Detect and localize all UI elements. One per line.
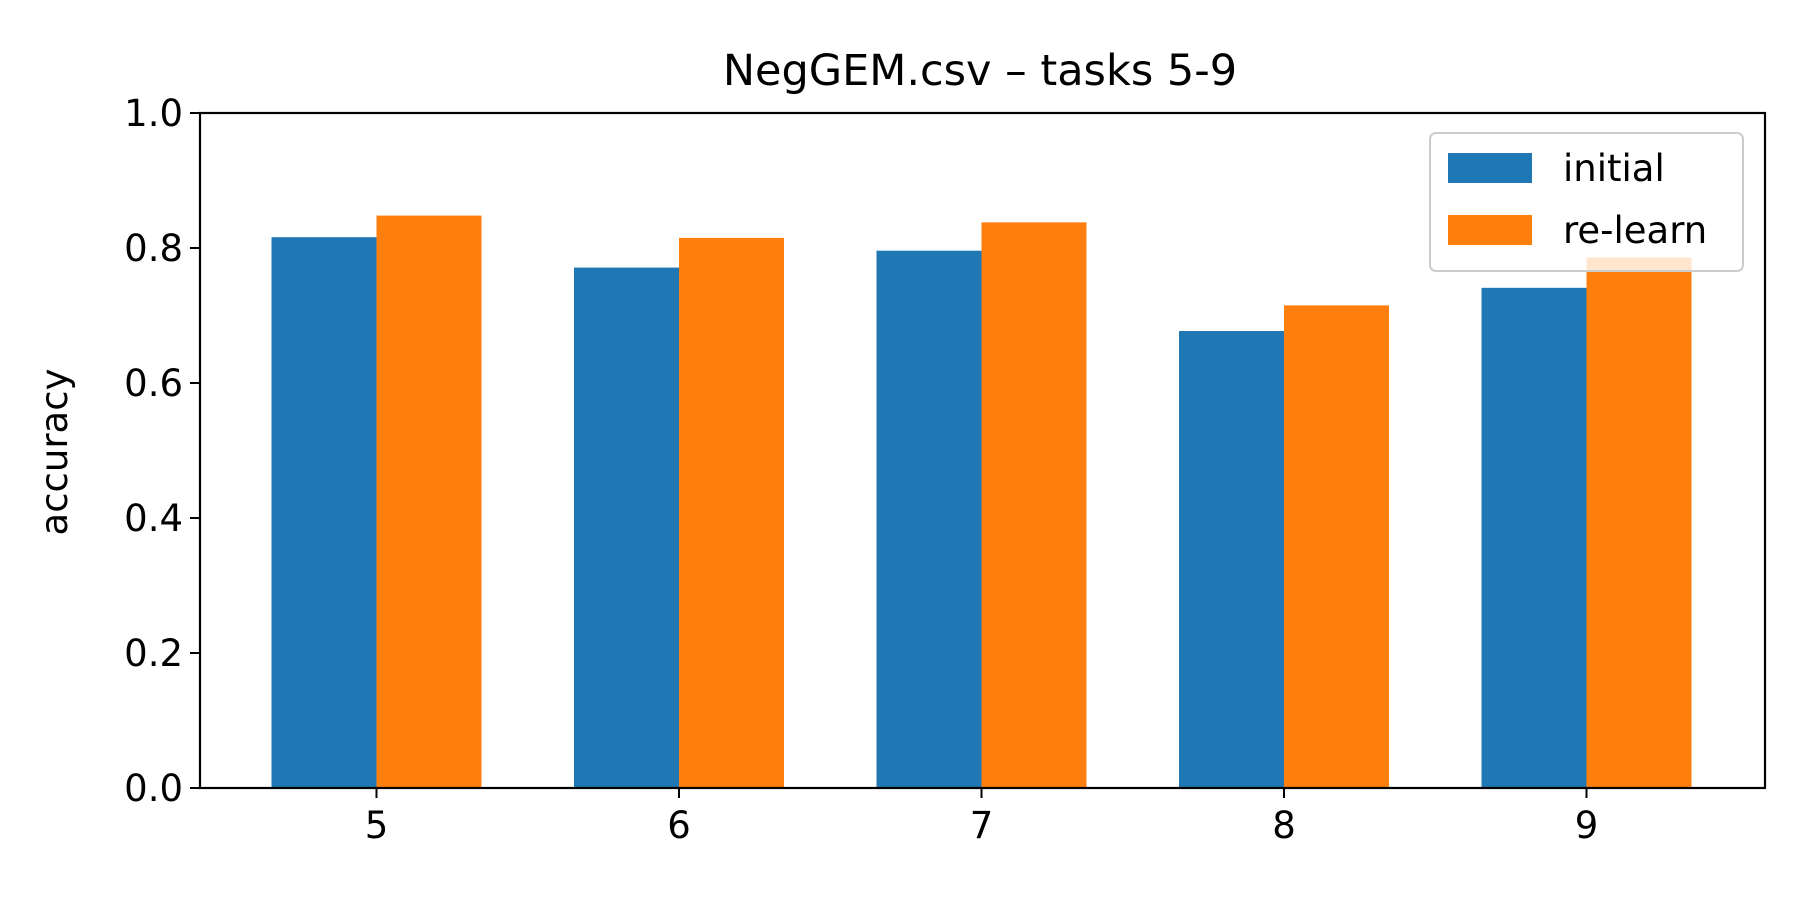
legend-swatch-re-learn — [1448, 215, 1532, 245]
bar-re-learn-5 — [376, 215, 482, 789]
axes-layer: 0.0 0.2 0.4 0.6 0.8 1.0 5 6 7 8 9 — [124, 92, 1767, 847]
legend: initial re-learn — [1429, 132, 1744, 272]
legend-swatch-initial — [1448, 153, 1532, 183]
legend-label-re-learn: re-learn — [1563, 209, 1707, 252]
y-axis-label: accuracy — [33, 369, 76, 536]
bar-initial-7 — [876, 250, 982, 788]
bar-initial-8 — [1179, 331, 1284, 788]
x-tick-label: 6 — [667, 804, 691, 847]
bar-initial-6 — [574, 267, 679, 788]
bar-re-learn-7 — [981, 222, 1087, 789]
bar-initial-5 — [271, 237, 377, 788]
x-tick-label: 7 — [970, 804, 994, 847]
chart-title: NegGEM.csv – tasks 5-9 — [723, 46, 1237, 96]
bar-re-learn-9 — [1586, 257, 1692, 788]
legend-label-initial: initial — [1563, 147, 1665, 190]
x-tick-label: 8 — [1272, 804, 1296, 847]
y-tick-label: 0.6 — [124, 362, 183, 405]
x-tick-label: 9 — [1575, 804, 1599, 847]
y-tick-label: 0.4 — [124, 497, 183, 540]
bar-re-learn-8 — [1284, 305, 1389, 788]
x-tick-label: 5 — [365, 804, 389, 847]
y-tick-label: 0.8 — [124, 227, 183, 270]
y-tick-label: 0.2 — [124, 632, 183, 675]
bar-initial-9 — [1481, 287, 1587, 788]
y-tick-label: 1.0 — [124, 92, 183, 135]
bars-layer — [271, 215, 1692, 789]
y-tick-label: 0.0 — [124, 767, 183, 810]
bar-re-learn-6 — [679, 237, 784, 788]
